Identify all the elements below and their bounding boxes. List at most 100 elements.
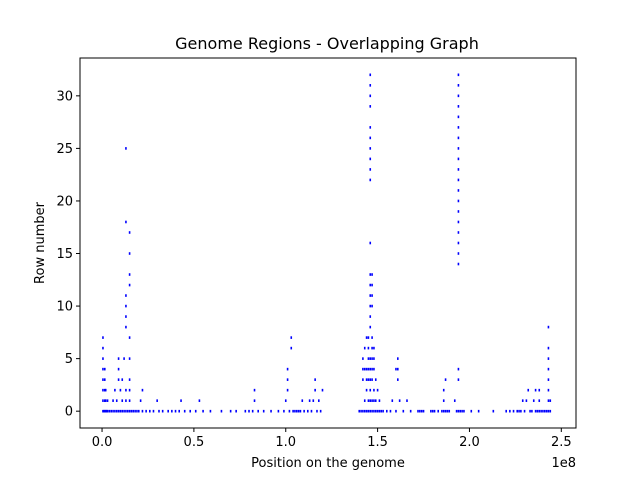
- data-point: [270, 409, 272, 413]
- data-point: [430, 409, 432, 413]
- data-point: [102, 399, 104, 402]
- data-point: [102, 346, 104, 350]
- data-point: [102, 409, 104, 413]
- data-point: [457, 378, 460, 381]
- data-point: [457, 199, 460, 203]
- data-point: [303, 409, 305, 413]
- data-point: [525, 399, 528, 402]
- data-point: [152, 409, 155, 413]
- data-point: [297, 409, 300, 413]
- data-point: [117, 409, 120, 413]
- data-point: [286, 378, 289, 381]
- data-point: [534, 409, 537, 413]
- data-point: [121, 378, 124, 381]
- data-point: [376, 409, 379, 413]
- data-point: [376, 388, 379, 392]
- chart-title: Genome Regions - Overlapping Graph: [175, 34, 479, 53]
- data-point: [167, 409, 169, 413]
- data-point: [128, 252, 131, 255]
- data-point: [420, 409, 423, 413]
- data-point: [547, 346, 550, 350]
- data-point: [369, 157, 372, 161]
- data-point: [301, 399, 304, 402]
- data-point: [253, 388, 256, 392]
- data-point: [363, 409, 366, 413]
- data-point: [529, 409, 531, 413]
- data-point: [318, 399, 320, 402]
- data-point: [128, 388, 131, 392]
- data-point: [547, 367, 550, 371]
- data-point: [363, 346, 366, 350]
- data-point: [369, 105, 372, 108]
- data-point: [290, 336, 293, 339]
- data-point: [316, 409, 318, 413]
- data-point: [104, 367, 106, 371]
- data-point: [371, 357, 373, 360]
- data-point: [369, 178, 372, 182]
- data-point: [371, 283, 373, 287]
- data-point: [365, 367, 368, 371]
- data-point: [117, 367, 120, 371]
- data-point: [369, 136, 372, 140]
- data-point: [137, 409, 140, 413]
- data-point: [125, 325, 127, 329]
- x-tick-label: 0.0: [92, 435, 113, 450]
- data-point: [457, 157, 460, 161]
- data-point: [457, 73, 460, 77]
- data-point: [369, 399, 372, 402]
- data-point: [538, 399, 541, 402]
- data-point: [371, 399, 373, 402]
- data-point: [128, 378, 131, 381]
- data-point: [397, 357, 399, 360]
- data-point: [321, 388, 324, 392]
- data-point: [112, 409, 114, 413]
- data-point: [369, 273, 372, 276]
- data-point: [547, 409, 550, 413]
- data-point: [229, 409, 232, 413]
- data-point: [437, 409, 440, 413]
- data-point: [374, 399, 377, 402]
- data-point: [441, 409, 443, 413]
- data-point: [367, 367, 370, 371]
- data-point: [115, 399, 118, 402]
- x-axis-offset-label: 1e8: [551, 456, 576, 471]
- data-point: [457, 231, 460, 234]
- data-point: [448, 409, 451, 413]
- data-point: [527, 388, 530, 392]
- data-point: [371, 409, 373, 413]
- data-point: [128, 409, 131, 413]
- data-point: [518, 409, 520, 413]
- data-point: [209, 409, 212, 413]
- data-point: [433, 409, 436, 413]
- data-point: [549, 399, 552, 402]
- data-point: [373, 346, 375, 350]
- data-point: [130, 409, 133, 413]
- data-point: [132, 409, 135, 413]
- data-point: [251, 409, 254, 413]
- data-point: [104, 409, 106, 413]
- data-point: [117, 378, 120, 381]
- data-point: [145, 409, 147, 413]
- x-tick-label: 0.5: [184, 435, 205, 450]
- data-point: [385, 409, 388, 413]
- data-point: [125, 304, 127, 308]
- data-point: [161, 409, 164, 413]
- data-point: [362, 357, 364, 360]
- data-point: [125, 220, 127, 224]
- data-point: [373, 399, 375, 402]
- data-point: [547, 399, 550, 402]
- y-tick-label: 10: [56, 300, 73, 315]
- data-point: [158, 409, 160, 413]
- data-point: [299, 409, 302, 413]
- data-point: [286, 388, 289, 392]
- data-point: [538, 409, 541, 413]
- data-point: [442, 388, 445, 392]
- data-point: [119, 388, 122, 392]
- plot-area: [79, 57, 577, 429]
- data-point: [102, 378, 104, 381]
- data-point: [457, 409, 460, 413]
- data-point: [308, 399, 311, 402]
- data-point: [189, 409, 192, 413]
- data-point: [373, 388, 375, 392]
- data-point: [402, 409, 405, 413]
